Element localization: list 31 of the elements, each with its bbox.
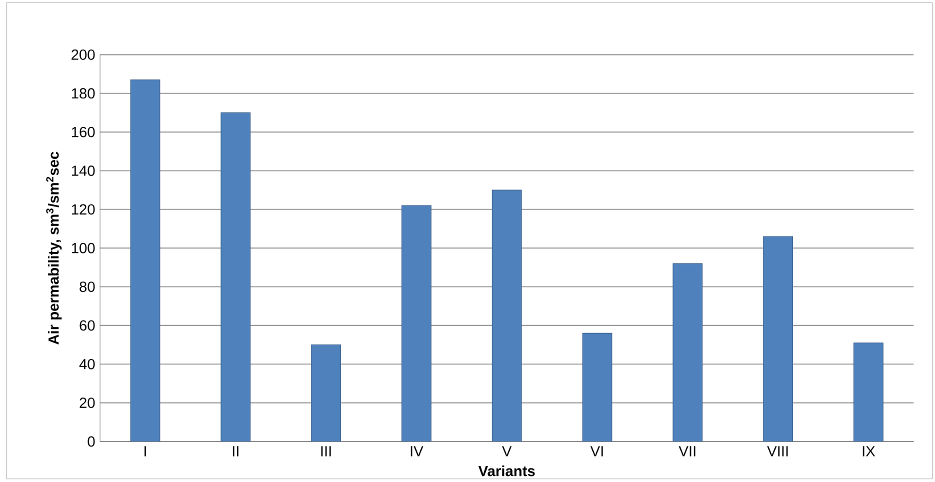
x-tick-label: VIII	[767, 446, 788, 457]
x-tick-label: IV	[410, 446, 424, 457]
y-axis-title: Air permability, sm$^{3}$/sm$^{2}$sec	[46, 152, 62, 345]
x-tick-label: I	[144, 446, 146, 457]
x-tick-label: II	[232, 446, 238, 457]
y-tick-label: 140	[72, 166, 95, 176]
y-tick-label: 100	[72, 243, 95, 254]
x-tick-label: VII	[678, 446, 696, 457]
y-tick-label: 80	[80, 282, 95, 292]
bar	[402, 206, 432, 442]
y-tick-label: 60	[80, 320, 95, 331]
x-tick-label: V	[502, 446, 512, 457]
bar	[854, 342, 884, 442]
bar	[763, 236, 793, 442]
x-tick-label: VI	[590, 446, 603, 457]
bar	[582, 333, 612, 442]
x-tick-label: IX	[862, 446, 876, 457]
bar	[311, 344, 341, 442]
bar	[492, 190, 522, 442]
bar	[672, 264, 703, 442]
y-tick-label: 160	[72, 127, 95, 138]
y-tick-label: 40	[79, 359, 95, 370]
y-tick-label: 0	[88, 436, 95, 447]
bar	[130, 80, 160, 442]
x-tick-label: III	[321, 446, 331, 457]
bar	[220, 112, 251, 442]
y-tick-label: 20	[80, 398, 95, 408]
y-tick-label: 200	[72, 50, 95, 60]
y-tick-label: 180	[72, 88, 95, 99]
x-axis-title: Variants	[478, 466, 535, 476]
y-tick-label: 120	[72, 204, 95, 215]
